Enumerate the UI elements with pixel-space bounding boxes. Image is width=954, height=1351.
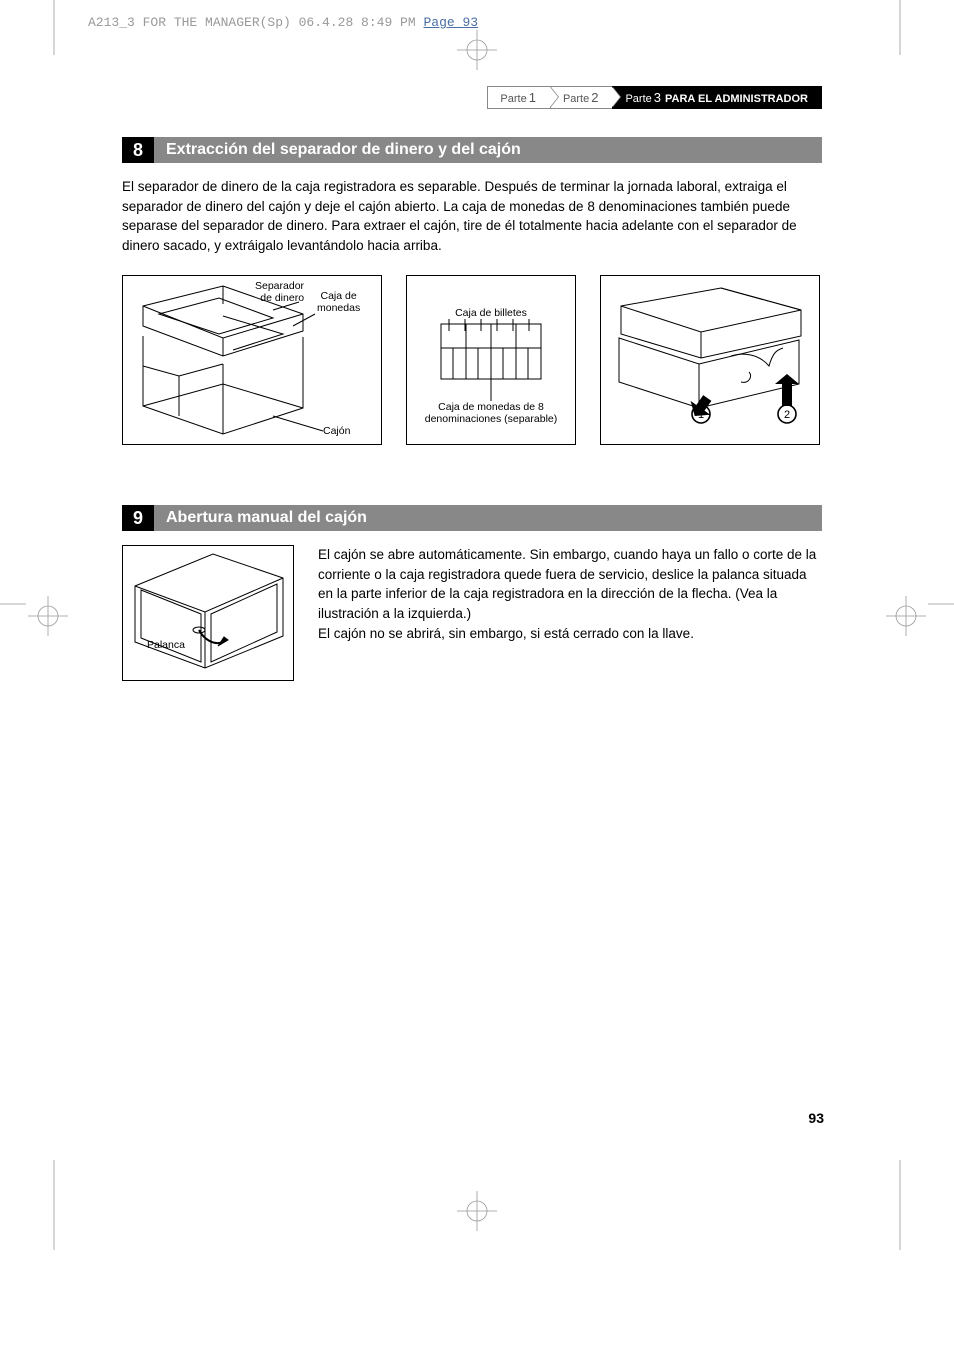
crop-mark-right: [886, 596, 926, 636]
section-9-text: El cajón se abre automáticamente. Sin em…: [318, 545, 822, 681]
label-denom: Caja de monedas de 8denominaciones (sepa…: [407, 402, 575, 425]
crop-info: A213_3 FOR THE MANAGER(Sp) 06.4.28 8:49 …: [88, 15, 423, 30]
print-job-header: A213_3 FOR THE MANAGER(Sp) 06.4.28 8:49 …: [88, 15, 478, 30]
breadcrumb-label: Parte: [625, 93, 651, 105]
section-8-body: El separador de dinero de la caja regist…: [122, 177, 822, 255]
section-9-body-2: El cajón no se abrirá, sin embargo, si e…: [318, 624, 822, 644]
section-9-content: Palanca El cajón se abre automáticamente…: [122, 545, 822, 681]
page-content: Parte1 Parte2 Parte3 PARA EL ADMINISTRAD…: [122, 86, 822, 681]
page-link[interactable]: Page 93: [423, 15, 478, 30]
label-billetes: Caja de billetes: [407, 308, 575, 320]
section-9-header: 9 Abertura manual del cajón: [122, 505, 822, 531]
svg-text:2: 2: [784, 409, 790, 421]
breadcrumb-active-title: PARA EL ADMINISTRADOR: [665, 93, 808, 105]
breadcrumb-num: 3: [654, 90, 661, 105]
section-9-title: Abertura manual del cajón: [154, 505, 822, 531]
section-8-header: 8 Extracción del separador de dinero y d…: [122, 137, 822, 163]
breadcrumb-item-1: Parte1: [487, 86, 550, 109]
section-8-figures: Separadorde dinero Caja demonedas Cajón: [122, 275, 822, 445]
lever-illustration: [123, 546, 293, 680]
breadcrumb-label: Parte: [500, 93, 526, 105]
section-9-body-1: El cajón se abre automáticamente. Sin em…: [318, 545, 822, 623]
svg-text:1: 1: [698, 409, 704, 421]
figure-extraction-steps: 1 2: [600, 275, 820, 445]
label-separador: Separadorde dinero: [255, 281, 304, 304]
breadcrumb-num: 1: [529, 90, 536, 105]
breadcrumb-item-2: Parte2: [550, 86, 613, 109]
section-8-title: Extracción del separador de dinero y del…: [154, 137, 822, 163]
section-9-number: 9: [122, 505, 154, 531]
section-8-number: 8: [122, 137, 154, 163]
figure-till-compartments: Caja de billetes Caja de monedas de 8den…: [406, 275, 576, 445]
crop-mark-top: [457, 30, 497, 70]
page-number: 93: [808, 1110, 824, 1126]
crop-mark-left: [28, 596, 68, 636]
crop-mark-bottom: [457, 1191, 497, 1231]
label-cajon: Cajón: [323, 426, 350, 438]
label-palanca: Palanca: [147, 640, 185, 652]
breadcrumb-item-3-active: Parte3 PARA EL ADMINISTRADOR: [612, 86, 822, 109]
figure-lever: Palanca: [122, 545, 294, 681]
breadcrumb-label: Parte: [563, 93, 589, 105]
breadcrumb-num: 2: [591, 90, 598, 105]
figure-drawer-parts: Separadorde dinero Caja demonedas Cajón: [122, 275, 382, 445]
breadcrumb: Parte1 Parte2 Parte3 PARA EL ADMINISTRAD…: [122, 86, 822, 109]
label-caja-monedas: Caja demonedas: [317, 291, 360, 314]
extraction-illustration: 1 2: [601, 276, 819, 444]
